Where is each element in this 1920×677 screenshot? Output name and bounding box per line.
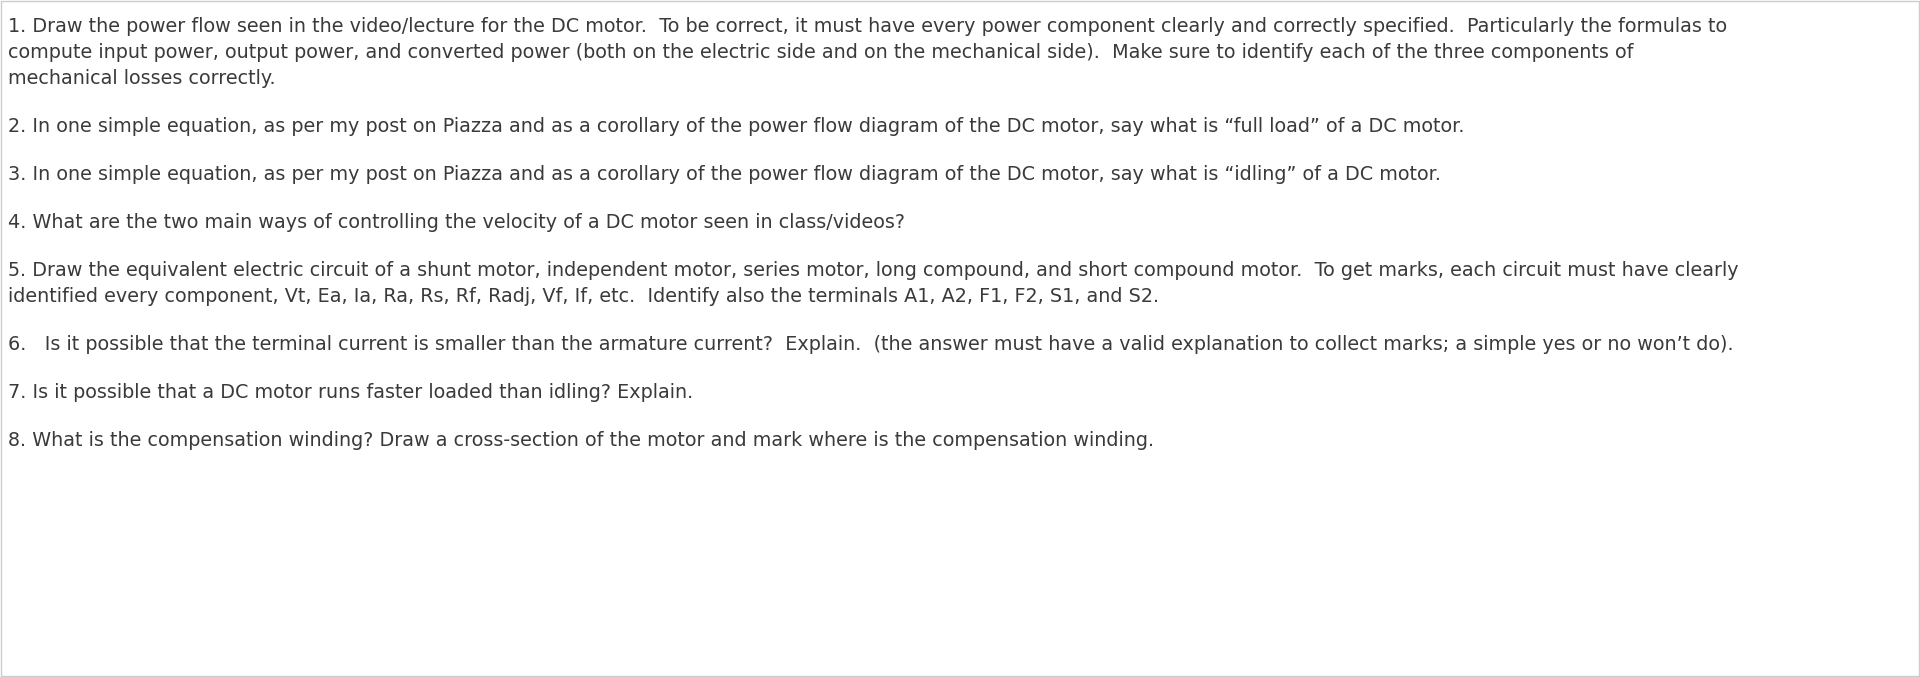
Text: 5. Draw the equivalent electric circuit of a shunt motor, independent motor, ser: 5. Draw the equivalent electric circuit … bbox=[8, 261, 1740, 280]
Text: 1. Draw the power flow seen in the video/lecture for the DC motor.  To be correc: 1. Draw the power flow seen in the video… bbox=[8, 17, 1728, 36]
Text: 6.   Is it possible that the terminal current is smaller than the armature curre: 6. Is it possible that the terminal curr… bbox=[8, 335, 1734, 354]
Text: compute input power, output power, and converted power (both on the electric sid: compute input power, output power, and c… bbox=[8, 43, 1634, 62]
Text: 3. In one simple equation, as per my post on Piazza and as a corollary of the po: 3. In one simple equation, as per my pos… bbox=[8, 165, 1442, 184]
Text: mechanical losses correctly.: mechanical losses correctly. bbox=[8, 69, 276, 88]
Text: 2. In one simple equation, as per my post on Piazza and as a corollary of the po: 2. In one simple equation, as per my pos… bbox=[8, 117, 1465, 136]
Text: 7. Is it possible that a DC motor runs faster loaded than idling? Explain.: 7. Is it possible that a DC motor runs f… bbox=[8, 383, 693, 402]
Text: 8. What is the compensation winding? Draw a cross-section of the motor and mark : 8. What is the compensation winding? Dra… bbox=[8, 431, 1154, 450]
Text: identified every component, Vt, Ea, Ia, Ra, Rs, Rf, Radj, Vf, If, etc.  Identify: identified every component, Vt, Ea, Ia, … bbox=[8, 287, 1160, 306]
Text: 4. What are the two main ways of controlling the velocity of a DC motor seen in : 4. What are the two main ways of control… bbox=[8, 213, 904, 232]
